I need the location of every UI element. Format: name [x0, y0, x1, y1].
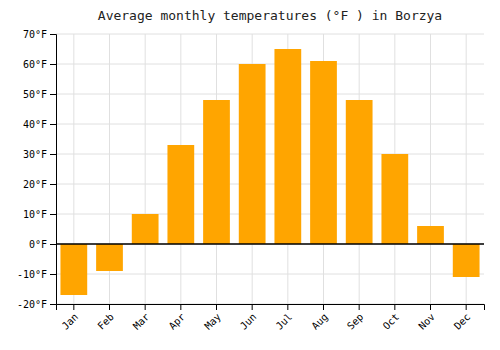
bars	[56, 49, 484, 295]
tick: 50°F	[23, 89, 56, 100]
y-axis: -20°F -10°F 0°F 10°F 20°F 30°F 40°F 50°F 60°F 70°…	[17, 29, 57, 310]
tick: Jun	[238, 304, 259, 332]
tick: -10°F	[17, 269, 56, 280]
tick-label: Apr	[167, 311, 188, 332]
tick-label: Jul	[274, 311, 295, 332]
tick-mark	[50, 34, 56, 35]
plot: -20°F -10°F 0°F 10°F 20°F 30°F 40°F 50°F 60°F 70°…	[17, 29, 485, 332]
tick-mark	[50, 64, 56, 65]
grid-line	[56, 184, 484, 185]
tick: Oct	[381, 304, 402, 332]
tick-mark	[466, 304, 467, 310]
grid-line	[56, 94, 484, 95]
tick-mark	[50, 244, 56, 245]
tick-mark	[50, 214, 56, 215]
tick-mark	[287, 304, 288, 310]
tick-label: Jun	[238, 311, 259, 332]
bar	[167, 145, 194, 244]
tick-mark	[50, 124, 56, 125]
tick-mark	[50, 184, 56, 185]
tick-mark	[50, 304, 56, 305]
tick-mark	[73, 304, 74, 310]
tick-label: 0°F	[29, 239, 47, 250]
tick: 70°F	[23, 29, 56, 40]
tick: 0°F	[29, 239, 56, 250]
tick-label: -10°F	[17, 269, 47, 280]
grid-line	[56, 124, 484, 125]
bar	[453, 244, 480, 277]
tick-mark	[109, 304, 110, 310]
tick-label: Mar	[131, 311, 152, 332]
tick: Sep	[345, 304, 366, 332]
bar	[381, 154, 408, 244]
tick-mark	[359, 304, 360, 310]
grid-line	[430, 34, 431, 304]
tick-label: 10°F	[23, 209, 47, 220]
tick: Apr	[167, 304, 188, 332]
bar	[417, 226, 444, 244]
tick-label: Dec	[452, 311, 473, 332]
tick-label: Sep	[345, 311, 366, 332]
tick-label: Feb	[95, 311, 116, 332]
tick-mark	[50, 274, 56, 275]
tick: Mar	[131, 304, 152, 332]
grid-line	[56, 34, 484, 35]
tick-mark	[430, 304, 431, 310]
tick-mark	[252, 304, 253, 310]
bar	[60, 244, 87, 295]
tick: Nov	[416, 304, 437, 332]
tick: Aug	[309, 304, 330, 332]
tick-label: 40°F	[23, 119, 47, 130]
tick-label: 60°F	[23, 59, 47, 70]
grid-line	[56, 154, 484, 155]
bar	[310, 61, 337, 244]
tick: May	[202, 304, 223, 332]
tick-mark	[145, 304, 146, 310]
tick: 40°F	[23, 119, 56, 130]
tick: -20°F	[17, 299, 56, 310]
tick-label: Oct	[381, 311, 402, 332]
zero-line	[56, 243, 484, 245]
tick-label: Jan	[60, 311, 81, 332]
tick: Feb	[95, 304, 116, 332]
tick-mark	[50, 94, 56, 95]
grid-line	[56, 274, 484, 275]
tick-label: Nov	[416, 311, 437, 332]
bar	[274, 49, 301, 244]
tick-label: 20°F	[23, 179, 47, 190]
tick-label: -20°F	[17, 299, 47, 310]
tick-label: 30°F	[23, 149, 47, 160]
tick-label: 70°F	[23, 29, 47, 40]
tick: Jul	[274, 304, 295, 332]
grid-line	[56, 64, 484, 65]
tick: 20°F	[23, 179, 56, 190]
tick-mark	[50, 154, 56, 155]
chart: -20°F -10°F 0°F 10°F 20°F 30°F 40°F 50°F 60°F 70°…	[0, 0, 500, 350]
axis-line	[57, 305, 485, 311]
grid	[56, 34, 484, 304]
tick: 30°F	[23, 149, 56, 160]
axis-line	[50, 35, 57, 305]
grid-line	[56, 244, 484, 245]
tick-label: May	[202, 311, 223, 332]
tick: Dec	[452, 304, 473, 332]
tick-mark	[180, 304, 181, 310]
grid-line	[56, 214, 484, 215]
x-axis: Jan Feb Mar Apr May Jun Jul Aug Sep Oct Nov Dec	[57, 304, 485, 332]
bar	[132, 214, 159, 244]
tick-mark	[216, 304, 217, 310]
grid-line	[145, 34, 146, 304]
tick-label: 50°F	[23, 89, 47, 100]
tick: Jan	[60, 304, 81, 332]
bar	[239, 64, 266, 244]
bar	[96, 244, 123, 271]
title: Average monthly temperatures (°F ) in Bo…	[98, 8, 442, 23]
tick-mark	[323, 304, 324, 310]
bar	[203, 100, 230, 244]
bar	[346, 100, 373, 244]
tick-label: Aug	[309, 311, 330, 332]
tick-mark	[394, 304, 395, 310]
tick: 60°F	[23, 59, 56, 70]
tick: 10°F	[23, 209, 56, 220]
